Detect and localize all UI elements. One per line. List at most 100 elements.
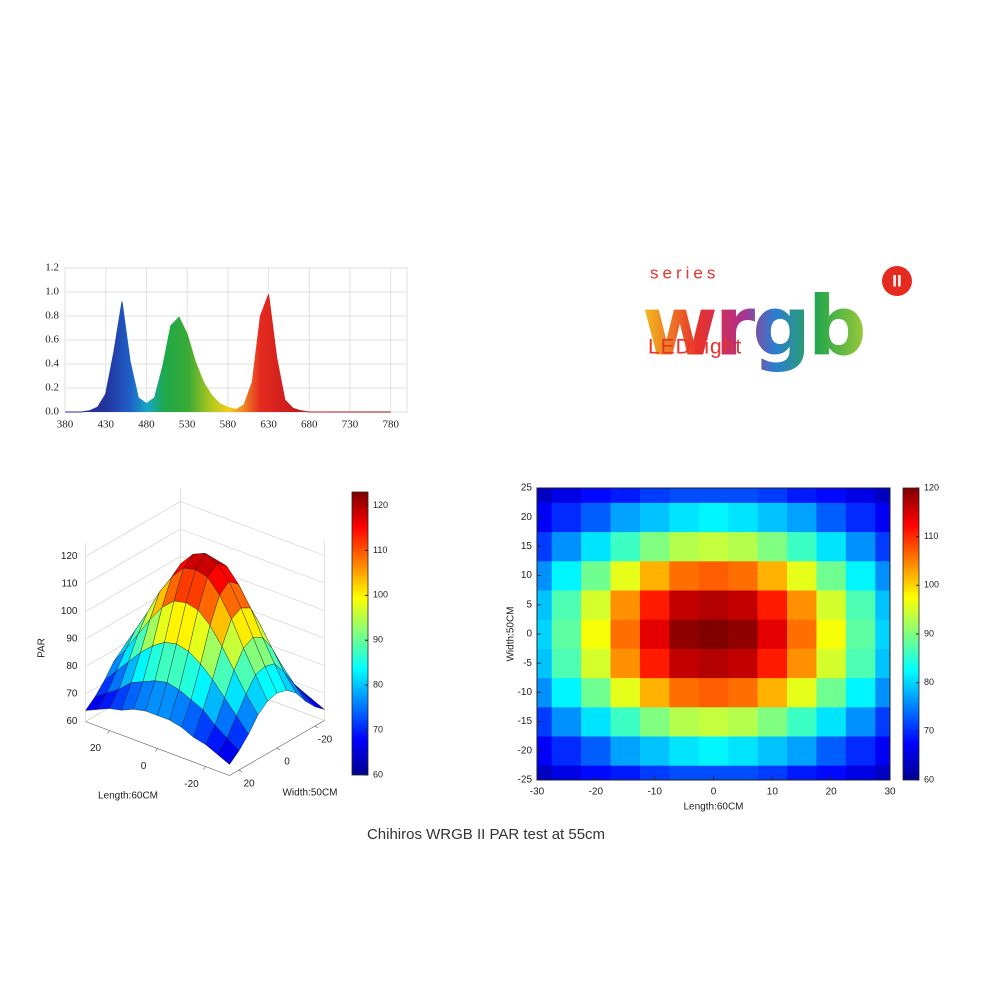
heat-cell — [728, 561, 758, 591]
heat-cell — [581, 707, 611, 737]
x-tick-label: 30 — [884, 787, 896, 798]
heat-cell — [757, 590, 788, 620]
heat-cell — [581, 677, 611, 708]
heat-cell — [816, 488, 847, 503]
z-tick-label: 90 — [66, 634, 78, 645]
x-tick-label: 10 — [767, 787, 779, 798]
z-tick-label: 70 — [66, 689, 78, 700]
heat-cell — [581, 561, 611, 591]
heat-cell — [537, 502, 553, 533]
heat-cell — [610, 488, 641, 503]
heat-cell — [787, 531, 817, 562]
z-tick-label: 60 — [66, 716, 78, 727]
x-tick-label: 480 — [138, 419, 155, 431]
y-tick-label: 5 — [526, 599, 532, 610]
heat-cell — [728, 765, 758, 781]
heat-cell — [757, 502, 788, 533]
heat-cell — [581, 531, 611, 562]
colorbar-tick-label: 80 — [924, 677, 934, 687]
heat-cell — [537, 619, 553, 649]
heat-cell — [698, 707, 729, 737]
heat-cell — [845, 488, 876, 503]
heat-cell — [537, 707, 553, 737]
heat-cell — [537, 677, 553, 708]
heat-cell — [581, 590, 611, 620]
y-tick-label: 0 — [284, 757, 290, 768]
logo-series: series — [650, 263, 719, 282]
y-tick-label: 20 — [521, 512, 533, 523]
x-tick — [107, 730, 110, 734]
heat-cell — [816, 502, 847, 533]
z-tick-label: 80 — [66, 661, 78, 672]
heat-cell — [639, 619, 670, 649]
surface — [85, 552, 325, 765]
x-tick-label: 680 — [301, 419, 318, 431]
heat-cell — [845, 502, 876, 533]
heat-cell — [757, 707, 788, 737]
heat-cell — [537, 736, 553, 766]
heat-cell — [669, 590, 700, 620]
colorbar-tick-label: 70 — [373, 724, 383, 734]
y-tick-label: 1.0 — [45, 286, 59, 298]
heat-cell — [757, 531, 788, 562]
heat-cell — [875, 707, 891, 737]
heat-cell — [845, 619, 876, 649]
heat-cell — [816, 619, 847, 649]
heat-cell — [845, 561, 876, 591]
heat-cell — [757, 677, 788, 708]
heat-cell — [787, 502, 817, 533]
heat-cell — [581, 488, 611, 503]
heat-cell — [639, 561, 670, 591]
colorbar-tick-label: 80 — [373, 680, 383, 690]
heat-cell — [757, 736, 788, 766]
heat-cell — [610, 736, 641, 766]
y-tick-label: 0.0 — [45, 406, 59, 418]
heat-cell — [728, 488, 758, 503]
y-tick-label: 0.4 — [45, 358, 59, 370]
z-axis-label: PAR — [37, 638, 48, 658]
colorbar-tick-label: 90 — [924, 628, 934, 638]
heat-cell — [581, 736, 611, 766]
heat-cell — [551, 736, 582, 766]
heat-cell — [551, 648, 582, 679]
y-tick-label: -20 — [518, 745, 533, 756]
grid-line — [180, 528, 325, 584]
heat-cell — [610, 707, 641, 737]
heat-cell — [639, 531, 670, 562]
heat-cell — [875, 531, 891, 562]
x-axis-label: Length:60CM — [683, 802, 743, 813]
x-tick-label: -20 — [184, 779, 199, 790]
y-tick-label: 10 — [521, 570, 533, 581]
heat-cell — [669, 488, 700, 503]
heat-cell — [698, 488, 729, 503]
y-tick-label: -25 — [518, 775, 533, 786]
heat-cell — [757, 619, 788, 649]
heat-cell — [845, 677, 876, 708]
heat-cell — [816, 677, 847, 708]
heat-cell — [669, 561, 700, 591]
heat-cell — [551, 765, 582, 781]
heat-cell — [639, 736, 670, 766]
heat-cell — [551, 707, 582, 737]
heat-cell — [581, 648, 611, 679]
heat-cell — [875, 488, 891, 503]
heat-cell — [757, 765, 788, 781]
x-tick-label: 730 — [342, 419, 359, 431]
colorbar-tick-label: 60 — [924, 774, 934, 784]
heat-cell — [845, 531, 876, 562]
heat-cell — [875, 619, 891, 649]
heat-cell — [816, 561, 847, 591]
x-tick-label: 630 — [260, 419, 277, 431]
x-tick-label: 20 — [826, 787, 838, 798]
heat-cell — [610, 765, 641, 781]
colorbar-tick-label: 110 — [924, 531, 938, 541]
heat-cell — [551, 561, 582, 591]
heat-cell — [669, 736, 700, 766]
colorbar-tick-label: 120 — [373, 500, 388, 510]
z-tick-label: 100 — [61, 606, 78, 617]
heat-cell — [537, 531, 553, 562]
logo-name: wrgb — [642, 279, 864, 374]
heat-cell — [816, 590, 847, 620]
heat-cell — [639, 765, 670, 781]
